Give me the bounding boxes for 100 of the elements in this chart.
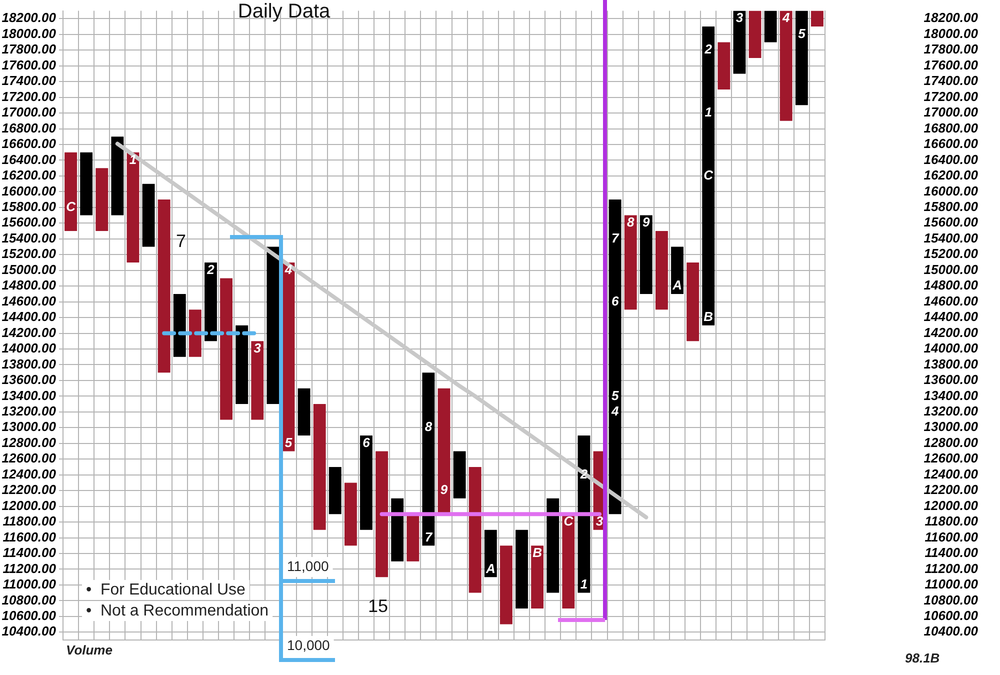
annotation: 6 — [611, 293, 620, 308]
bar — [468, 466, 482, 593]
y-tick-label: 13400.00 — [2, 388, 57, 403]
bar — [173, 294, 186, 357]
y-tick-label: 11800.00 — [2, 514, 57, 529]
y-tick-label: 16800.00 — [2, 120, 57, 136]
y-tick-label: 11600.00 — [2, 529, 57, 544]
y2-tick-label: 16600.00 — [924, 136, 979, 152]
bar — [158, 200, 170, 373]
y-tick-label: 13800.00 — [2, 356, 57, 372]
annotation: B — [532, 545, 542, 560]
annotation: 5 — [284, 434, 293, 450]
y2-tick-label: 10800.00 — [924, 592, 979, 608]
bar — [220, 278, 233, 420]
y-tick-label: 14600.00 — [2, 293, 57, 308]
annotation: 4 — [782, 10, 791, 26]
y-tick-label: 14000.00 — [2, 340, 57, 356]
bar — [236, 325, 248, 404]
annotation: 9 — [440, 482, 448, 498]
y2-tick-label: 16400.00 — [924, 152, 979, 167]
annotation: • Not a Recommendation — [86, 602, 269, 620]
y-tick-label: 15000.00 — [2, 262, 57, 277]
y2-tick-label: 10400.00 — [924, 624, 979, 639]
y2-tick-label: 13600.00 — [924, 372, 979, 388]
annotation: • For Educational Use — [86, 581, 246, 598]
y2-tick-label: 11200.00 — [924, 560, 979, 576]
bar — [748, 10, 762, 58]
bar — [608, 200, 622, 514]
y2-tick-label: 16000.00 — [924, 183, 979, 198]
y-tick-label: 16200.00 — [2, 168, 57, 183]
bar — [702, 26, 715, 326]
bar — [111, 136, 124, 216]
bar — [188, 310, 202, 357]
annotation: C — [66, 199, 76, 214]
y-tick-label: 12600.00 — [2, 450, 57, 466]
bar — [266, 246, 280, 404]
y2-tick-label: 15200.00 — [924, 246, 979, 262]
bar — [204, 262, 217, 342]
bar — [500, 546, 512, 624]
annotation: 4 — [610, 403, 620, 418]
y2-tick-label: 13400.00 — [924, 388, 979, 403]
bar — [546, 498, 560, 593]
bar — [298, 388, 310, 436]
y-tick-label: 13000.00 — [2, 419, 57, 434]
y2-tick-label: 14800.00 — [924, 278, 979, 293]
y-tick-label: 11200.00 — [2, 560, 57, 576]
y2-tick-label: 12400.00 — [924, 466, 979, 482]
y-tick-label: 17400.00 — [2, 73, 57, 88]
y-tick-label: 12000.00 — [2, 498, 57, 513]
bar — [795, 10, 808, 106]
text: 98.1B — [905, 650, 940, 666]
annotation: 4 — [284, 262, 293, 277]
bar — [640, 215, 652, 294]
y-tick-label: 13600.00 — [2, 372, 57, 388]
chart-title: Daily Data — [238, 0, 331, 23]
bar — [562, 514, 575, 609]
y2-tick-label: 15600.00 — [924, 214, 979, 230]
bar — [516, 530, 528, 609]
y2-tick-label: 12600.00 — [924, 450, 979, 466]
annotation: 5 — [611, 388, 620, 403]
bar — [422, 372, 435, 546]
y-tick-label: 17800.00 — [2, 42, 57, 57]
bar — [391, 498, 404, 562]
bar — [344, 482, 357, 546]
y2-tick-label: 12200.00 — [924, 482, 979, 498]
bar — [484, 530, 497, 578]
bar — [671, 246, 684, 294]
y2-tick-label: 14000.00 — [924, 340, 979, 356]
bar — [328, 466, 342, 514]
bar — [686, 262, 700, 342]
y-tick-label: 14200.00 — [2, 324, 57, 340]
annotation: 9 — [642, 214, 651, 230]
bar — [313, 404, 326, 530]
bar — [624, 215, 637, 310]
annotation: 7 — [176, 230, 186, 251]
bar — [438, 388, 450, 514]
annotation: 6 — [362, 434, 371, 450]
y2-tick-label: 18200.00 — [924, 10, 979, 26]
annotation: 3 — [736, 10, 744, 26]
y2-tick-label: 15400.00 — [924, 230, 979, 246]
y-tick-label: 15800.00 — [2, 199, 57, 214]
annotation: C — [564, 514, 574, 529]
bar — [733, 10, 746, 74]
y-tick-label: 18200.00 — [2, 10, 57, 26]
y2-tick-label: 13800.00 — [924, 356, 979, 372]
y-tick-label: 10600.00 — [2, 608, 57, 623]
bar — [64, 152, 77, 232]
y-tick-label: 15600.00 — [2, 214, 57, 230]
y2-tick-label: 11000.00 — [924, 576, 979, 592]
annotation: 11,000 — [287, 558, 329, 574]
y-tick-label: 12200.00 — [2, 482, 57, 498]
annotation: 3 — [596, 514, 604, 529]
annotation: 2 — [704, 42, 713, 57]
y2-tick-label: 17600.00 — [924, 57, 979, 72]
annotation: 5 — [798, 26, 806, 41]
y-tick-label: 14800.00 — [2, 278, 57, 293]
y2-tick-label: 12000.00 — [924, 498, 979, 513]
y2-tick-label: 13200.00 — [924, 403, 979, 418]
y2-tick-label: 17800.00 — [924, 42, 979, 57]
y-tick-label: 15200.00 — [2, 246, 57, 262]
